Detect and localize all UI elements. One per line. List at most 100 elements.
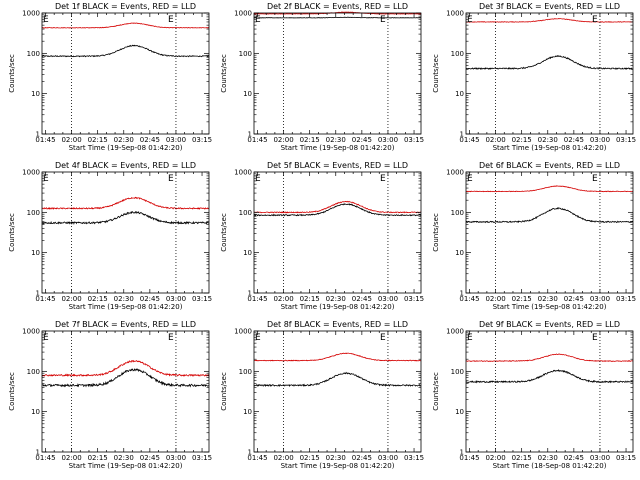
x-tick-label: 02:30: [114, 136, 134, 144]
x-axis-label: Start Time (19-Sep-08 01:42:20): [69, 462, 183, 470]
x-tick-label: 03:15: [192, 295, 212, 303]
x-tick-label: 03:00: [590, 136, 610, 144]
x-tick-label: 02:00: [273, 454, 293, 462]
x-tick-label: 02:15: [512, 295, 532, 303]
y-axis-label: Counts/sec: [432, 372, 440, 411]
e-marker-label: E: [592, 15, 598, 25]
x-axis-label: Start Time (19-Sep-08 01:42:20): [493, 303, 607, 311]
series-line-events: [41, 368, 210, 388]
e-marker-label: E: [255, 15, 261, 25]
x-tick-label: 02:30: [326, 136, 346, 144]
x-tick-label: 02:15: [512, 454, 532, 462]
y-tick-label: 1: [460, 131, 464, 139]
y-tick-label: 1000: [22, 328, 40, 336]
x-tick-label: 02:00: [485, 136, 505, 144]
e-marker-label: E: [592, 174, 598, 184]
panel-title: Det 5f BLACK = Events, RED = LLD: [267, 161, 408, 170]
x-tick-label: 03:15: [404, 454, 424, 462]
x-tick-label: 02:30: [538, 136, 558, 144]
x-tick-label: 02:00: [61, 454, 81, 462]
y-axis-label: Counts/sec: [220, 213, 228, 252]
y-tick-label: 1: [36, 449, 40, 457]
y-tick-label: 100: [451, 368, 464, 376]
y-tick-label: 1: [248, 290, 252, 298]
panel-det-3: E E 01:45 02:00 02:15 02:30 02:45 03:00 03:15 1 10…: [432, 2, 636, 152]
x-tick-label: 02:30: [538, 295, 558, 303]
x-tick-label: 02:15: [88, 295, 108, 303]
y-axis-label: Counts/sec: [220, 372, 228, 411]
x-tick-label: 01:45: [247, 454, 267, 462]
x-tick-label: 02:15: [88, 454, 108, 462]
panel-title: Det 9f BLACK = Events, RED = LLD: [479, 320, 620, 329]
y-tick-label: 10: [31, 408, 40, 416]
x-tick-label: 02:30: [326, 454, 346, 462]
x-tick-label: 03:15: [616, 295, 636, 303]
x-tick-label: 02:15: [300, 454, 320, 462]
x-tick-label: 02:00: [273, 295, 293, 303]
plot-frame: [41, 171, 210, 294]
y-axis-label: Counts/sec: [220, 54, 228, 93]
x-tick-label: 01:45: [35, 454, 55, 462]
y-tick-label: 10: [455, 408, 464, 416]
x-tick-label: 02:15: [88, 136, 108, 144]
panel-title: Det 1f BLACK = Events, RED = LLD: [55, 2, 196, 11]
x-tick-label: 02:00: [273, 136, 293, 144]
plot-frame: [465, 330, 634, 453]
plot-frame: [41, 330, 210, 453]
panel-title: Det 4f BLACK = Events, RED = LLD: [55, 161, 196, 170]
y-tick-label: 100: [451, 209, 464, 217]
x-tick-label: 02:45: [352, 136, 372, 144]
x-axis-label: Start Time (19-Sep-08 01:42:20): [281, 144, 395, 152]
panel-det-5: E E 01:45 02:00 02:15 02:30 02:45 03:00 03:15 1 10…: [220, 161, 424, 311]
y-tick-label: 10: [31, 249, 40, 257]
y-tick-label: 1000: [234, 328, 252, 336]
x-tick-label: 03:00: [166, 454, 186, 462]
panel-det-8: E E 01:45 02:00 02:15 02:30 02:45 03:00 03:15 1 10…: [220, 320, 424, 470]
y-tick-label: 100: [239, 50, 252, 58]
x-tick-label: 01:45: [459, 295, 479, 303]
e-marker-label: E: [467, 333, 473, 343]
y-tick-label: 1: [36, 290, 40, 298]
x-tick-label: 02:00: [485, 454, 505, 462]
y-tick-label: 100: [27, 209, 40, 217]
x-tick-label: 03:00: [378, 454, 398, 462]
y-tick-label: 1000: [446, 10, 464, 18]
series-line-lld: [465, 353, 634, 362]
series-line-events: [465, 54, 634, 70]
x-tick-label: 03:00: [378, 295, 398, 303]
e-marker-label: E: [43, 333, 49, 343]
x-tick-label: 03:15: [404, 295, 424, 303]
x-tick-label: 02:45: [564, 295, 584, 303]
y-tick-label: 10: [243, 408, 252, 416]
y-tick-label: 1: [36, 131, 40, 139]
x-tick-label: 02:00: [61, 136, 81, 144]
x-tick-label: 02:30: [114, 454, 134, 462]
x-tick-label: 02:45: [140, 454, 160, 462]
y-tick-label: 1: [248, 449, 252, 457]
x-tick-label: 01:45: [459, 136, 479, 144]
series-line-events: [253, 202, 422, 217]
y-tick-label: 100: [27, 368, 40, 376]
x-tick-label: 02:00: [485, 295, 505, 303]
x-tick-label: 02:00: [61, 295, 81, 303]
y-tick-label: 100: [239, 368, 252, 376]
y-tick-label: 10: [31, 90, 40, 98]
series-line-lld: [41, 196, 210, 210]
plot-frame: [253, 171, 422, 294]
x-tick-label: 03:00: [590, 454, 610, 462]
x-tick-label: 02:30: [326, 295, 346, 303]
y-tick-label: 10: [243, 90, 252, 98]
x-axis-label: Start Time (19-Sep-08 01:42:20): [69, 144, 183, 152]
y-tick-label: 100: [27, 50, 40, 58]
series-line-lld: [465, 18, 633, 23]
y-tick-label: 1: [248, 131, 252, 139]
x-tick-label: 02:30: [114, 295, 134, 303]
y-tick-label: 10: [455, 90, 464, 98]
x-tick-label: 02:45: [140, 295, 160, 303]
y-tick-label: 1: [460, 290, 464, 298]
x-tick-label: 03:15: [192, 136, 212, 144]
x-tick-label: 02:45: [352, 295, 372, 303]
e-marker-label: E: [467, 15, 473, 25]
y-tick-label: 1: [460, 449, 464, 457]
